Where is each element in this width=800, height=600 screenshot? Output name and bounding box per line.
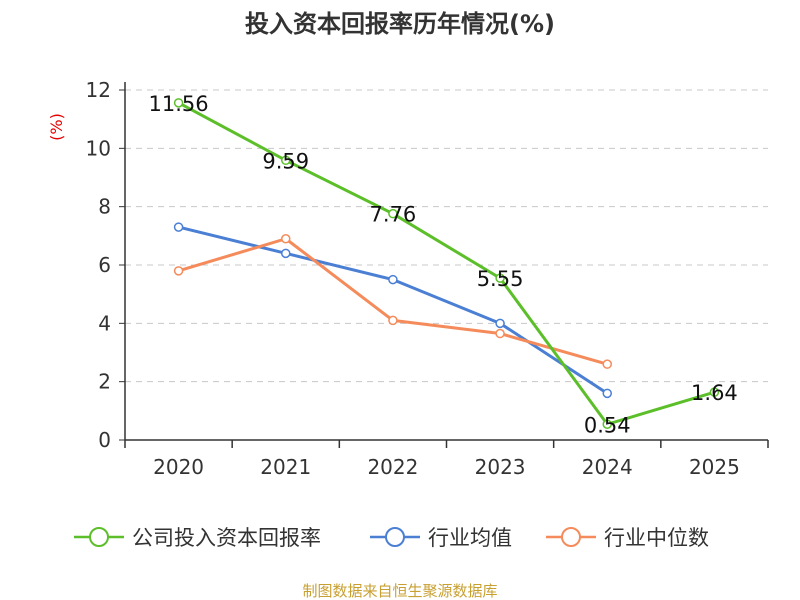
y-tick-label: 8	[98, 195, 111, 219]
x-tick-label-2025: 2025	[689, 455, 740, 479]
x-tick-label-2022: 2022	[367, 455, 418, 479]
data-point-0-2022[interactable]	[388, 208, 398, 219]
data-point-1-2022[interactable]	[388, 274, 398, 285]
source-note: 制图数据来自恒生聚源数据库	[302, 582, 497, 600]
data-labels: 11.56 9.59 7.76 5.55 0.54 1.64	[149, 92, 738, 437]
data-point-2-2022[interactable]	[388, 315, 398, 326]
gridlines	[125, 89, 768, 383]
series-line-2	[177, 237, 609, 366]
y-tick-label: 4	[98, 311, 111, 335]
y-tick-label: 2	[98, 370, 111, 394]
y-tick-label: 6	[98, 253, 111, 277]
data-point-1-2021[interactable]	[281, 248, 291, 259]
data-point-0-2025[interactable]	[709, 387, 720, 397]
legend-label: 行业均值	[428, 526, 512, 550]
series-line-0	[177, 101, 716, 426]
legend-marker-icon	[385, 527, 405, 547]
data-point-0-2023[interactable]	[495, 273, 505, 283]
y-tick-label: 0	[98, 428, 111, 452]
data-point-2-2024[interactable]	[602, 359, 612, 369]
data-label-2025: 1.64	[691, 381, 738, 405]
legend-item-0[interactable]: 公司投入资本回报率	[74, 526, 321, 550]
data-label-2021: 9.59	[262, 149, 309, 173]
series-1	[173, 222, 612, 399]
series-2	[173, 234, 612, 369]
legend[interactable]: 公司投入资本回报率 行业均值 行业中位数	[74, 526, 709, 550]
x-tick-label-2021: 2021	[260, 455, 311, 479]
data-point-2-2021[interactable]	[281, 234, 291, 244]
legend-marker-icon	[561, 527, 581, 547]
series-lines	[173, 98, 720, 429]
legend-item-2[interactable]: 行业中位数	[546, 526, 709, 550]
axes: 0 2 4 6 8 10 12 2020 2021 2022 2023 2024 2025	[86, 78, 769, 479]
legend-marker-icon	[89, 527, 109, 547]
chart-title: 投入资本回报率历年情况(%)	[245, 10, 555, 38]
data-label-2020: 11.56	[149, 92, 209, 116]
data-point-0-2021[interactable]	[281, 155, 291, 166]
data-point-2-2023[interactable]	[495, 328, 505, 339]
data-point-2-2020[interactable]	[173, 266, 184, 276]
data-point-1-2023[interactable]	[495, 318, 505, 329]
data-point-1-2020[interactable]	[173, 222, 184, 232]
x-tick-label-2020: 2020	[153, 455, 204, 479]
y-axis-unit-label: (%)	[47, 113, 66, 141]
x-tick-label-2023: 2023	[475, 455, 526, 479]
legend-label: 公司投入资本回报率	[132, 526, 321, 550]
data-point-1-2024[interactable]	[602, 388, 612, 399]
data-point-0-2020[interactable]	[173, 98, 184, 108]
series-0	[173, 98, 720, 429]
data-label-2023: 5.55	[477, 267, 524, 291]
x-tick-label-2024: 2024	[582, 455, 633, 479]
data-label-2022: 7.76	[370, 203, 417, 227]
data-label-2024: 0.54	[584, 413, 631, 437]
legend-item-1[interactable]: 行业均值	[370, 526, 512, 550]
data-point-0-2024[interactable]	[602, 419, 612, 429]
y-tick-label: 10	[86, 136, 111, 160]
legend-label: 行业中位数	[604, 526, 709, 550]
y-tick-label: 12	[86, 78, 111, 102]
